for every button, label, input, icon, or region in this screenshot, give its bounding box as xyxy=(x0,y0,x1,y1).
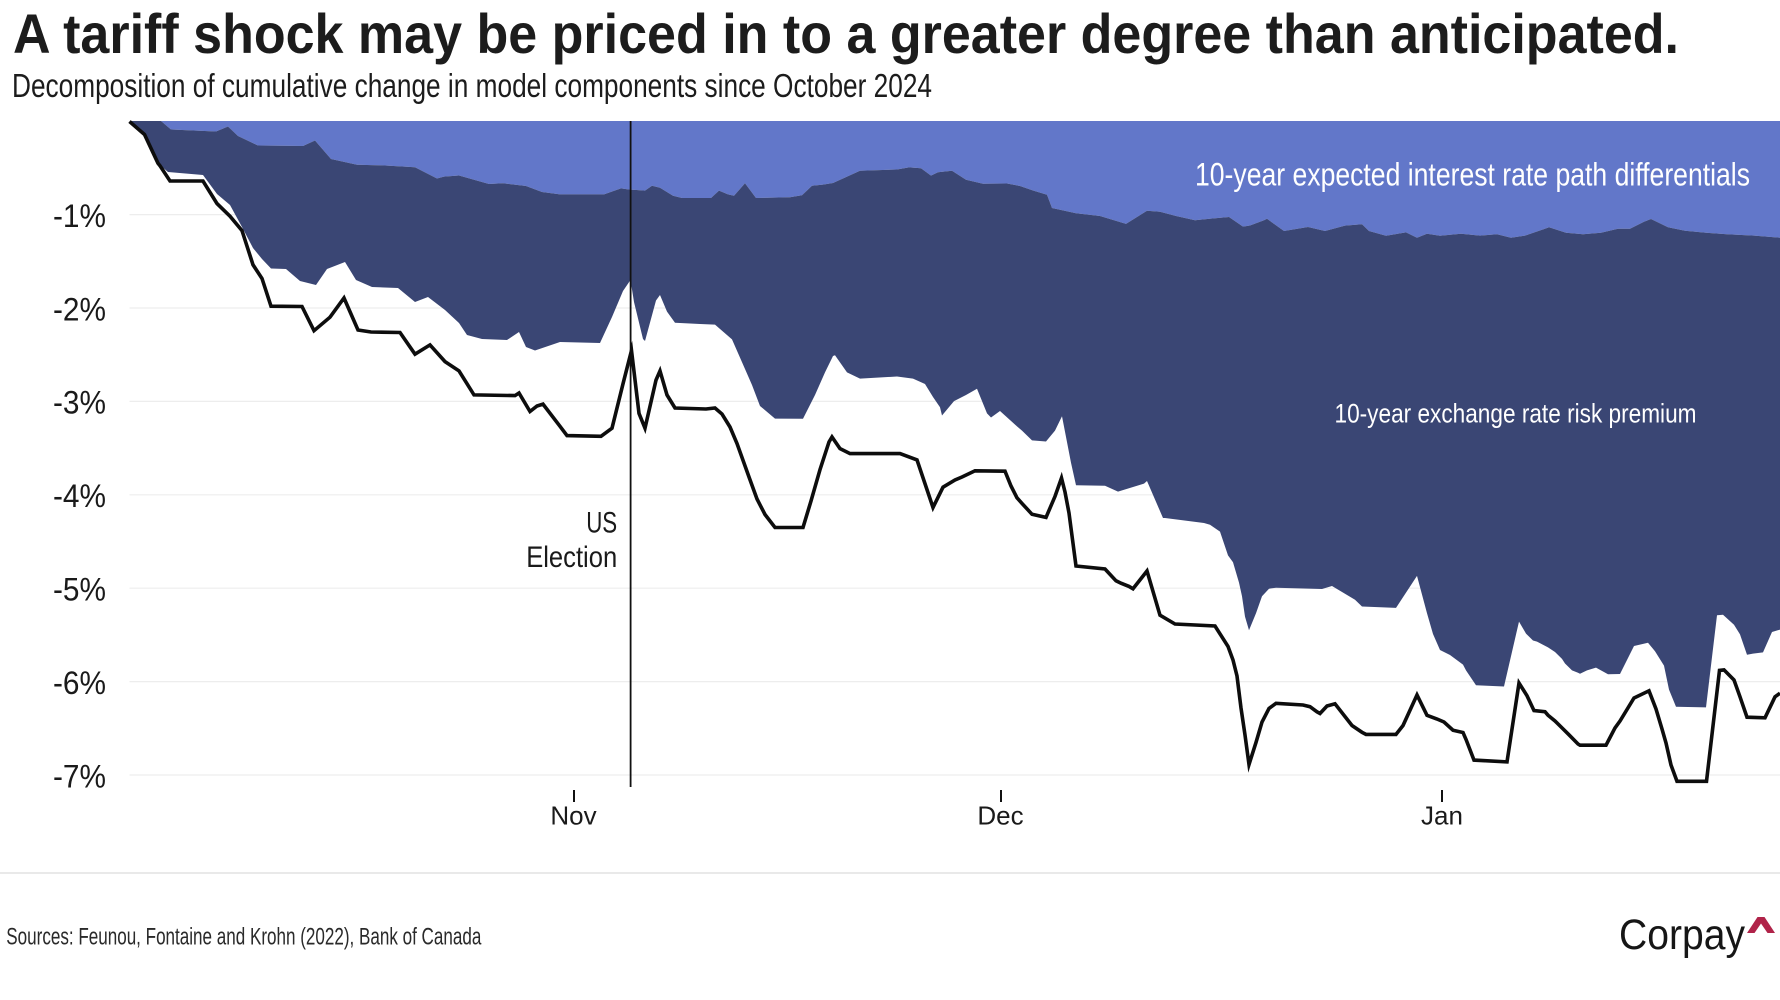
svg-text:A tariff shock may be priced i: A tariff shock may be priced in to a gre… xyxy=(13,2,1679,65)
svg-text:-6%: -6% xyxy=(53,665,106,701)
svg-text:US: US xyxy=(586,507,617,540)
svg-text:Election: Election xyxy=(526,541,617,574)
svg-text:-4%: -4% xyxy=(53,478,106,514)
svg-text:Sources: Feunou, Fontaine and: Sources: Feunou, Fontaine and Krohn (202… xyxy=(6,924,481,951)
svg-text:10-year exchange rate risk pre: 10-year exchange rate risk premium xyxy=(1335,398,1697,428)
svg-text:Nov: Nov xyxy=(550,801,596,831)
svg-text:-2%: -2% xyxy=(53,291,106,327)
svg-text:-5%: -5% xyxy=(53,572,106,608)
svg-text:Jan: Jan xyxy=(1421,801,1463,831)
svg-text:10-year expected interest rate: 10-year expected interest rate path diff… xyxy=(1195,156,1750,192)
svg-text:-7%: -7% xyxy=(53,758,106,794)
svg-text:-1%: -1% xyxy=(53,198,106,234)
svg-text:Decomposition of cumulative ch: Decomposition of cumulative change in mo… xyxy=(12,67,932,104)
svg-text:-3%: -3% xyxy=(53,385,106,421)
svg-text:Corpay: Corpay xyxy=(1619,911,1745,959)
svg-text:Dec: Dec xyxy=(977,801,1023,831)
